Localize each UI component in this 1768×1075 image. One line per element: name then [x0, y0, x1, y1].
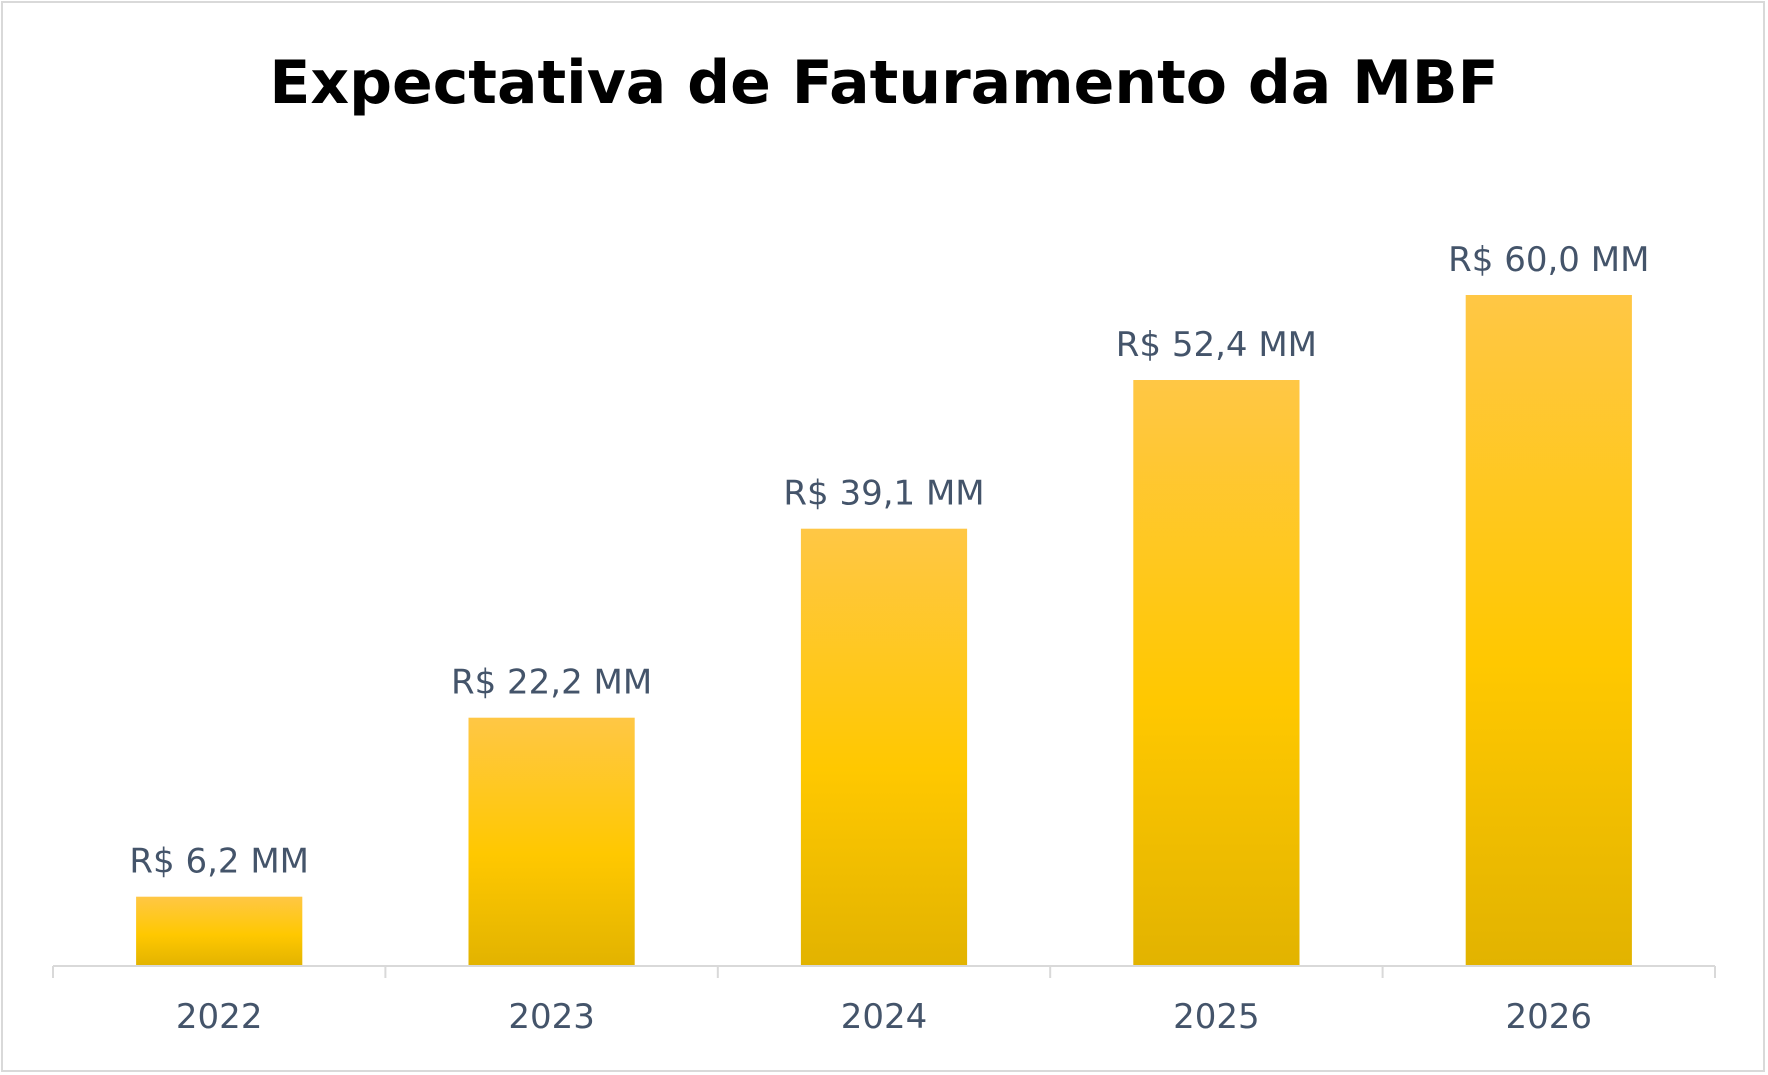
data-label-2022: R$ 6,2 MM: [129, 842, 309, 882]
bar-2024: [800, 528, 968, 966]
data-label-2026: R$ 60,0 MM: [1448, 240, 1649, 280]
bar-2022: [136, 896, 303, 966]
x-tick-label-2023: 2023: [508, 997, 595, 1037]
data-label-2025: R$ 52,4 MM: [1116, 325, 1317, 365]
x-axis: [52, 965, 1716, 978]
chart-title: Expectativa de Faturamento da MBF: [269, 48, 1499, 118]
bar-2025: [1133, 380, 1300, 966]
x-tick-label-2025: 2025: [1173, 997, 1260, 1037]
x-tick-label-2024: 2024: [841, 997, 928, 1037]
labels-layer: R$ 6,2 MM 2022 R$ 22,2 MM 2023 R$ 39,1 MM 202…: [129, 240, 1649, 1037]
bars-layer: [136, 295, 1632, 966]
data-label-2023: R$ 22,2 MM: [451, 663, 652, 703]
x-tick-label-2026: 2026: [1506, 997, 1593, 1037]
bar-2026: [1465, 295, 1632, 966]
x-tick-label-2022: 2022: [176, 997, 263, 1037]
bar-2023: [468, 717, 635, 966]
data-label-2024: R$ 39,1 MM: [783, 474, 984, 514]
